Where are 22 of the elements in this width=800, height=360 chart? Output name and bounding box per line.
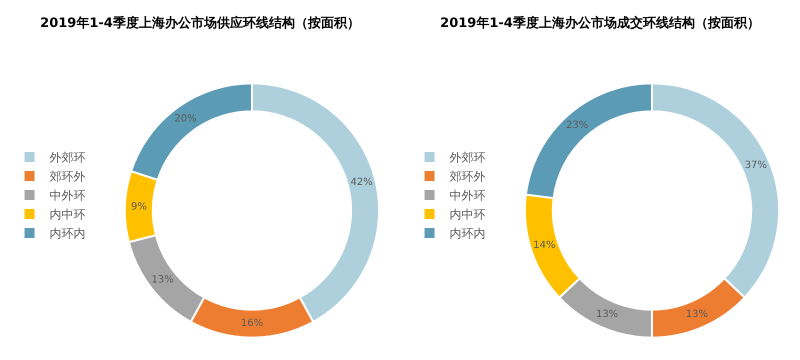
legend-label: 外郊环 — [50, 150, 86, 165]
legend-label: 郊环外 — [450, 170, 486, 184]
data-label: 13% — [151, 274, 174, 286]
data-label: 13% — [686, 308, 708, 320]
chart-title: 2019年1-4季度上海办公市场供应环线结构（按面积） — [40, 15, 360, 32]
data-label: 20% — [174, 113, 197, 124]
legend-label: 外郊环 — [450, 150, 486, 165]
legend-label: 中外环 — [50, 188, 86, 203]
data-label: 23% — [566, 120, 588, 132]
legend-label: 内中环 — [450, 208, 486, 222]
legend-label: 郊环外 — [50, 170, 86, 184]
data-label: 16% — [240, 318, 264, 330]
legend-label: 中外环 — [450, 188, 486, 203]
legend-label: 内环内 — [50, 226, 86, 241]
data-label: 42% — [350, 176, 373, 188]
data-label: 37% — [744, 160, 767, 172]
data-label: 14% — [533, 240, 556, 251]
data-label: 9% — [130, 201, 147, 212]
legend-label: 内环内 — [450, 226, 486, 241]
chart-title: 2019年1-4季度上海办公市场成交环线结构（按面积） — [440, 15, 760, 32]
data-label: 13% — [596, 308, 618, 320]
legend-label: 内中环 — [50, 208, 86, 222]
